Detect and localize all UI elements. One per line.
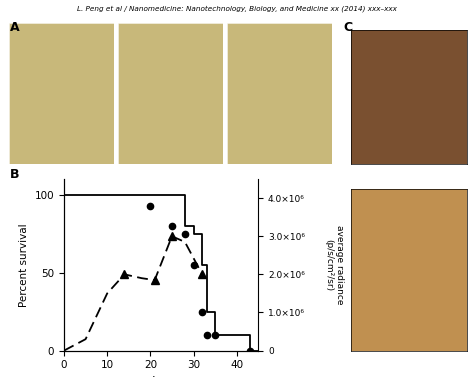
Y-axis label: Percent survival: Percent survival bbox=[19, 223, 29, 307]
Text: A: A bbox=[9, 21, 19, 34]
X-axis label: days: days bbox=[147, 376, 175, 377]
Y-axis label: average radiance
(p/s/cm²/sr): average radiance (p/s/cm²/sr) bbox=[325, 225, 344, 305]
Text: B: B bbox=[9, 168, 19, 181]
Text: C: C bbox=[344, 21, 353, 34]
Text: L. Peng et al / Nanomedicine: Nanotechnology, Biology, and Medicine xx (2014) xx: L. Peng et al / Nanomedicine: Nanotechno… bbox=[77, 6, 397, 12]
